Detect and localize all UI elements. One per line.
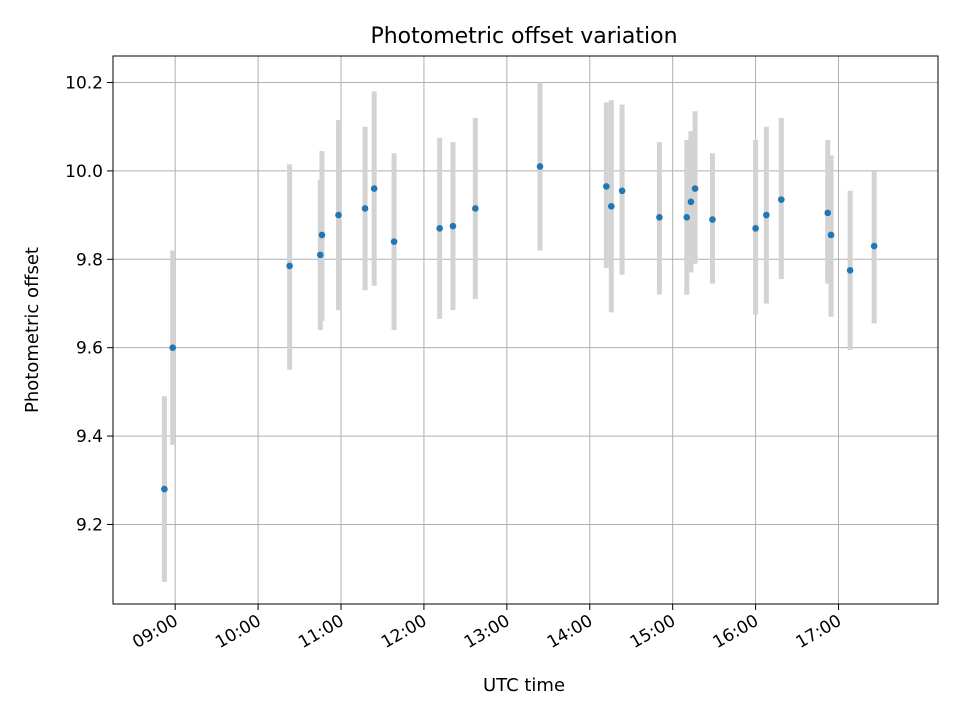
y-tick-label: 9.4 <box>76 427 103 447</box>
data-point <box>161 485 168 493</box>
y-tick-label: 9.8 <box>76 250 103 270</box>
data-point <box>691 185 699 192</box>
y-tick-label: 10.2 <box>65 74 103 94</box>
data-point <box>709 216 716 223</box>
data-point <box>683 214 691 221</box>
data-point <box>472 205 479 212</box>
y-tick-label: 10.0 <box>65 162 103 182</box>
plot-frame <box>112 55 939 605</box>
data-point <box>316 251 324 259</box>
data-point <box>824 209 832 217</box>
data-points <box>161 163 878 493</box>
data-point <box>286 262 293 270</box>
data-point <box>870 242 878 250</box>
data-point <box>846 267 854 274</box>
data-point <box>318 231 326 239</box>
data-point <box>777 196 785 203</box>
y-tick-label: 9.2 <box>76 515 103 535</box>
data-point <box>608 202 615 210</box>
y-tick-label: 9.6 <box>76 339 103 359</box>
data-point <box>436 225 443 232</box>
data-point <box>449 222 457 230</box>
data-point <box>656 214 663 221</box>
data-point <box>370 185 378 192</box>
data-point <box>752 225 759 232</box>
data-point <box>536 163 544 170</box>
data-point <box>827 231 835 239</box>
data-point <box>361 205 369 212</box>
data-point <box>618 187 626 195</box>
data-point <box>390 238 398 245</box>
data-point <box>335 211 342 219</box>
y-axis-ticks: 9.2 9.4 9.6 9.8 10.0 10.2 <box>65 74 113 535</box>
chart-title: Photometric offset variation <box>370 24 677 49</box>
data-point <box>763 211 770 219</box>
data-point <box>603 183 610 190</box>
data-point <box>687 198 695 206</box>
y-axis-label: Photometric offset <box>22 247 43 413</box>
grid-lines <box>113 56 938 604</box>
data-point <box>169 344 176 351</box>
x-axis-label: UTC time <box>483 675 565 696</box>
